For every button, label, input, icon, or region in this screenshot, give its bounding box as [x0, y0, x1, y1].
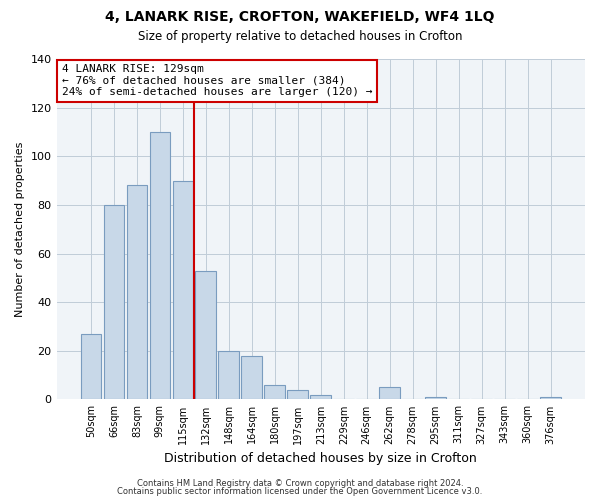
Y-axis label: Number of detached properties: Number of detached properties [15, 142, 25, 317]
Text: Size of property relative to detached houses in Crofton: Size of property relative to detached ho… [138, 30, 462, 43]
Bar [310, 394, 331, 400]
Bar [149, 132, 170, 400]
X-axis label: Distribution of detached houses by size in Crofton: Distribution of detached houses by size … [164, 452, 477, 465]
Bar [218, 351, 239, 400]
Bar [379, 388, 400, 400]
Bar [265, 385, 285, 400]
Bar [104, 205, 124, 400]
Bar [540, 397, 561, 400]
Bar [173, 180, 193, 400]
Bar [127, 186, 147, 400]
Text: Contains public sector information licensed under the Open Government Licence v3: Contains public sector information licen… [118, 487, 482, 496]
Text: 4, LANARK RISE, CROFTON, WAKEFIELD, WF4 1LQ: 4, LANARK RISE, CROFTON, WAKEFIELD, WF4 … [105, 10, 495, 24]
Bar [196, 270, 216, 400]
Bar [80, 334, 101, 400]
Text: 4 LANARK RISE: 129sqm
← 76% of detached houses are smaller (384)
24% of semi-det: 4 LANARK RISE: 129sqm ← 76% of detached … [62, 64, 373, 98]
Bar [287, 390, 308, 400]
Text: Contains HM Land Registry data © Crown copyright and database right 2024.: Contains HM Land Registry data © Crown c… [137, 478, 463, 488]
Bar [241, 356, 262, 400]
Bar [425, 397, 446, 400]
